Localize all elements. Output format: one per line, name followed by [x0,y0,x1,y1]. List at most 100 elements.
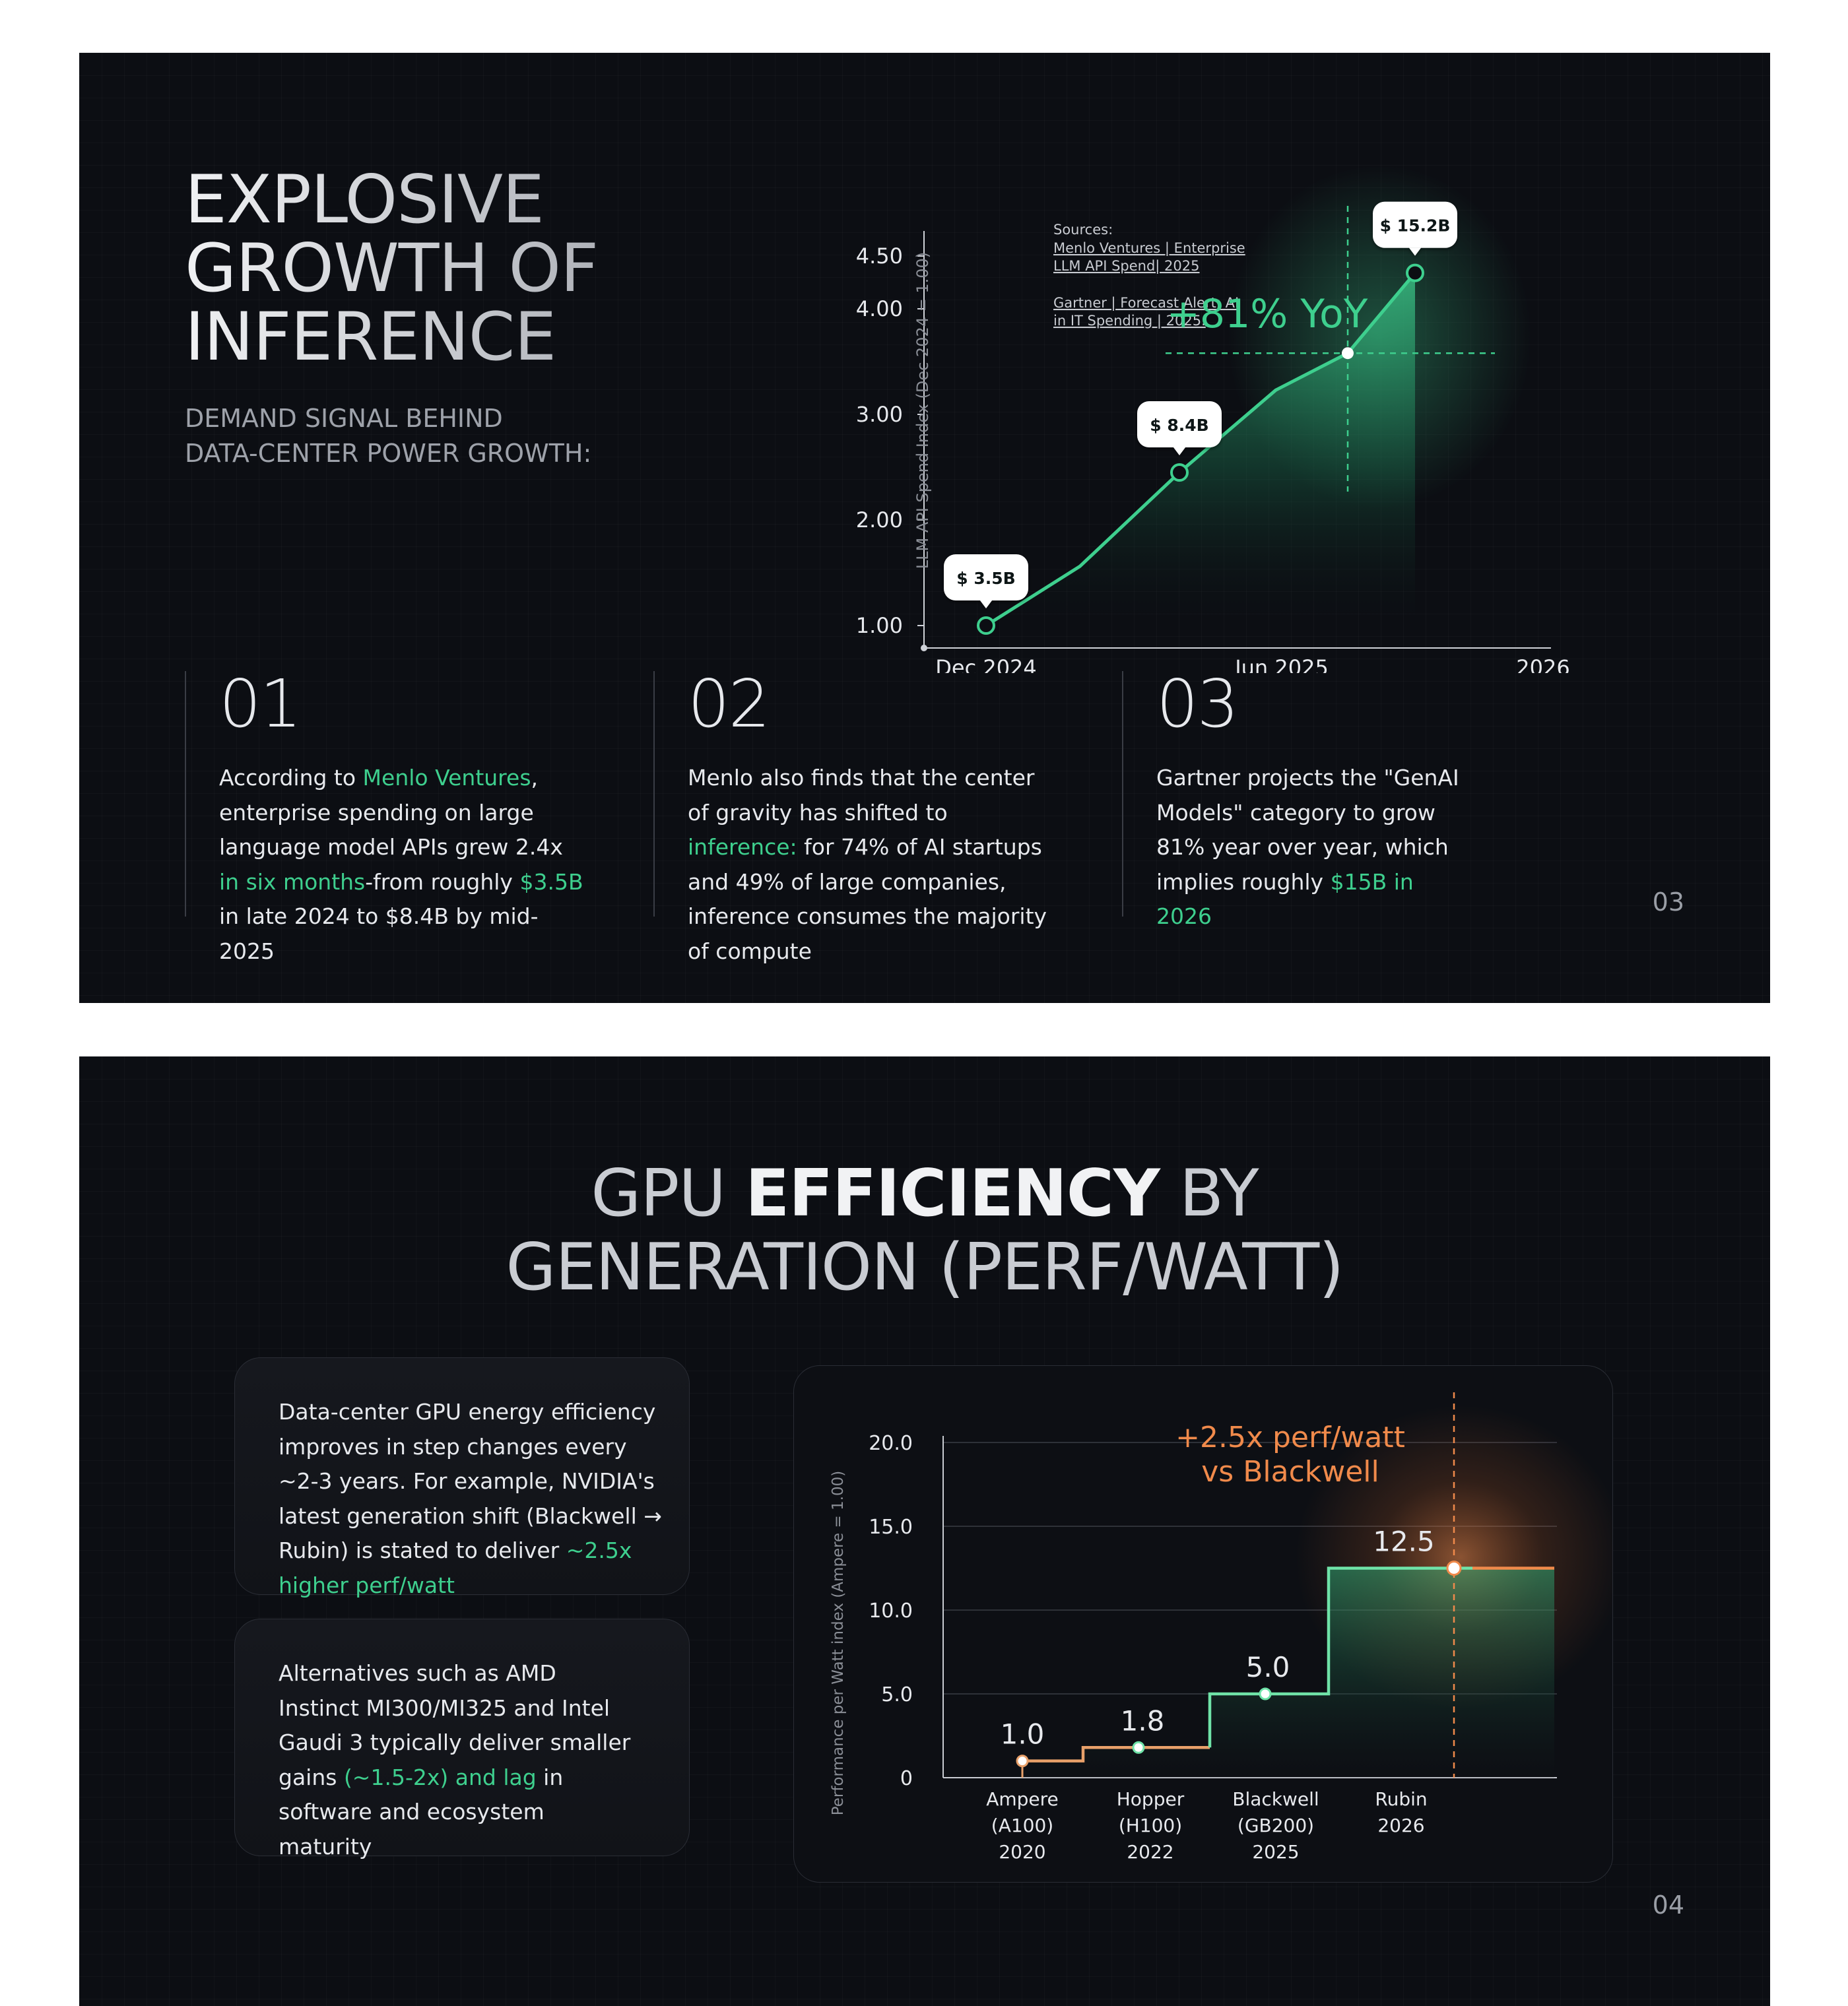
slide-inference-growth: EXPLOSIVE GROWTH OF INFERENCE DEMAND SIG… [79,53,1770,1003]
y-tick-label: 5.0 [881,1683,913,1706]
y-tick-label: 1.00 [856,613,903,638]
callout-pointer [1409,247,1421,256]
x-tick-label: (GB200) [1238,1815,1314,1836]
title-line: GROWTH OF [185,234,779,302]
body-text: , enterprise spending on large language … [219,765,563,860]
data-label: 12.5 [1373,1526,1435,1558]
body-text: According to [219,765,363,791]
callout-pointer [980,600,992,608]
y-tick-label: 4.50 [856,243,903,269]
slide-subtitle: DEMAND SIGNAL BEHIND DATA-CENTER POWER G… [185,401,647,471]
title-line: EXPLOSIVE [185,165,779,234]
x-tick-label: Jun 2025 [1234,655,1329,673]
x-tick-label: 2026 [1377,1815,1424,1836]
series-line [985,271,1416,628]
step-area-fill [1022,1568,1554,1778]
data-point [1446,1561,1462,1576]
card-text: Alternatives such as AMD Instinct MI300/… [279,1656,635,1864]
y-tick-label: 10.0 [869,1600,913,1623]
y-axis-label: LLM API Spend Index (Dec 2024 = 1.00) [913,252,932,569]
data-point [1170,463,1189,482]
title-part: GENERATION (PERF/WATT) [506,1230,1344,1305]
value-callout: $ 3.5B [944,554,1028,608]
title-part: BY [1159,1156,1259,1231]
y-tick-label: 0 [900,1767,913,1790]
x-tick-label: Hopper [1117,1788,1185,1810]
source-link-gartner[interactable]: Gartner | Forecast Alert: AI [1053,295,1239,311]
y-tick-label: 15.0 [869,1516,913,1539]
highlight-text: Menlo Ventures [362,765,531,791]
insight-column-3: 03 Gartner projects the "GenAI Models" c… [1122,665,1467,929]
page-number: 03 [1652,888,1684,917]
spend-index-chart: 1.00 2.00 3.00 4.00 4.50 Dec 2024 Jun 2025 2026… [856,165,1570,673]
insight-column-2: 02 Menlo also finds that the center of g… [653,671,1057,964]
callout-label: $ 8.4B [1150,416,1208,435]
value-callout: $ 8.4B [1137,401,1222,455]
callout-label: $ 15.2B [1380,216,1451,236]
data-point [1259,1687,1272,1700]
highlight-text: (~1.5-2x) and lag [343,1764,537,1790]
subtitle-line: DEMAND SIGNAL BEHIND [185,404,503,433]
perf-annotation: vs Blackwell [1201,1455,1379,1489]
callout-label: $ 3.5B [956,569,1015,588]
source-link-menlo[interactable]: LLM API Spend| 2025 [1053,258,1200,275]
column-text: Menlo also finds that the center of grav… [688,761,1057,969]
body-text: -from roughly [365,868,520,895]
y-tick-label: 4.00 [856,296,903,321]
y-tick-label: 2.00 [856,507,903,533]
x-tick-label: (H100) [1119,1815,1182,1836]
body-text: Gartner projects the "GenAI Models" cate… [1156,765,1459,895]
sources-label: Sources: [1053,222,1113,238]
sources-block: Sources: Menlo Ventures | Enterprise LLM… [1053,222,1245,329]
highlight-text: ~2.5x higher perf/watt [279,1537,632,1598]
slide-title: GPU EFFICIENCY BY GENERATION (PERF/WATT) [79,1157,1770,1305]
callout-pointer [1173,447,1185,455]
body-text: in software and ecosystem maturity [279,1764,564,1860]
x-tick-label: Dec 2024 [935,655,1037,673]
x-tick-label: Blackwell [1232,1788,1319,1810]
axis-origin-dot [921,645,927,651]
info-card-alternatives: Alternatives such as AMD Instinct MI300/… [234,1619,690,1860]
body-text: Alternatives such as AMD Instinct MI300/… [279,1660,631,1790]
perf-annotation: +2.5x perf/watt [1175,1421,1405,1454]
page-number: 04 [1652,1891,1684,1920]
body-text: Menlo also finds that the center of grav… [688,765,1035,825]
yoy-annotation: +81% YoY [1167,291,1368,337]
x-tick-label: 2025 [1252,1841,1299,1863]
x-tick-label: 2026 [1516,655,1569,673]
title-part: GPU [591,1156,746,1231]
data-point [977,616,995,635]
column-text: According to Menlo Ventures, enterprise … [219,761,589,969]
data-label: 1.8 [1121,1704,1165,1737]
y-tick-label: 20.0 [869,1432,913,1455]
column-number: 03 [1156,665,1239,742]
value-callout: $ 15.2B [1373,201,1457,256]
callout-bubble [1373,201,1457,248]
x-tick-label: 2020 [999,1841,1045,1863]
perf-watt-chart: 0 5.0 10.0 15.0 20.0 1.0 1.8 5.0 12.5 Ampere (A1… [830,1392,1612,1863]
y-tick-label: 3.00 [856,402,903,427]
source-link-menlo[interactable]: Menlo Ventures | Enterprise [1053,240,1245,257]
subtitle-line: DATA-CENTER POWER GROWTH: [185,439,592,468]
slide-gpu-efficiency: GPU EFFICIENCY BY GENERATION (PERF/WATT)… [79,1056,1770,2006]
source-link-gartner[interactable]: in IT Spending | 2025. [1053,313,1206,329]
slide-title: EXPLOSIVE GROWTH OF INFERENCE [185,165,779,371]
body-text: in late 2024 to $8.4B by mid-2025 [219,903,539,964]
data-label: 5.0 [1246,1651,1290,1683]
insight-column-1: 01 According to Menlo Ventures, enterpri… [185,671,589,964]
area-fill [986,273,1415,634]
callout-bubble [944,554,1028,600]
data-point [1016,1755,1029,1768]
title-part: EFFICIENCY [745,1156,1160,1231]
highlight-text: $3.5B [519,868,583,895]
y-axis-label: Performance per Watt index (Ampere = 1.0… [830,1471,847,1816]
perf-watt-chart-card: 0 5.0 10.0 15.0 20.0 1.0 1.8 5.0 12.5 Ampere (A1… [793,1365,1613,1883]
data-point [1406,263,1424,282]
column-text: Gartner projects the "GenAI Models" cate… [1156,761,1467,934]
x-tick-label: (A100) [991,1815,1053,1836]
info-card-nvidia: Data-center GPU energy efficiency improv… [234,1357,690,1598]
title-line: INFERENCE [185,302,779,371]
card-text: Data-center GPU energy efficiency improv… [279,1395,668,1603]
step-line-mid [1208,1567,1472,1748]
data-label: 1.0 [1001,1718,1045,1751]
